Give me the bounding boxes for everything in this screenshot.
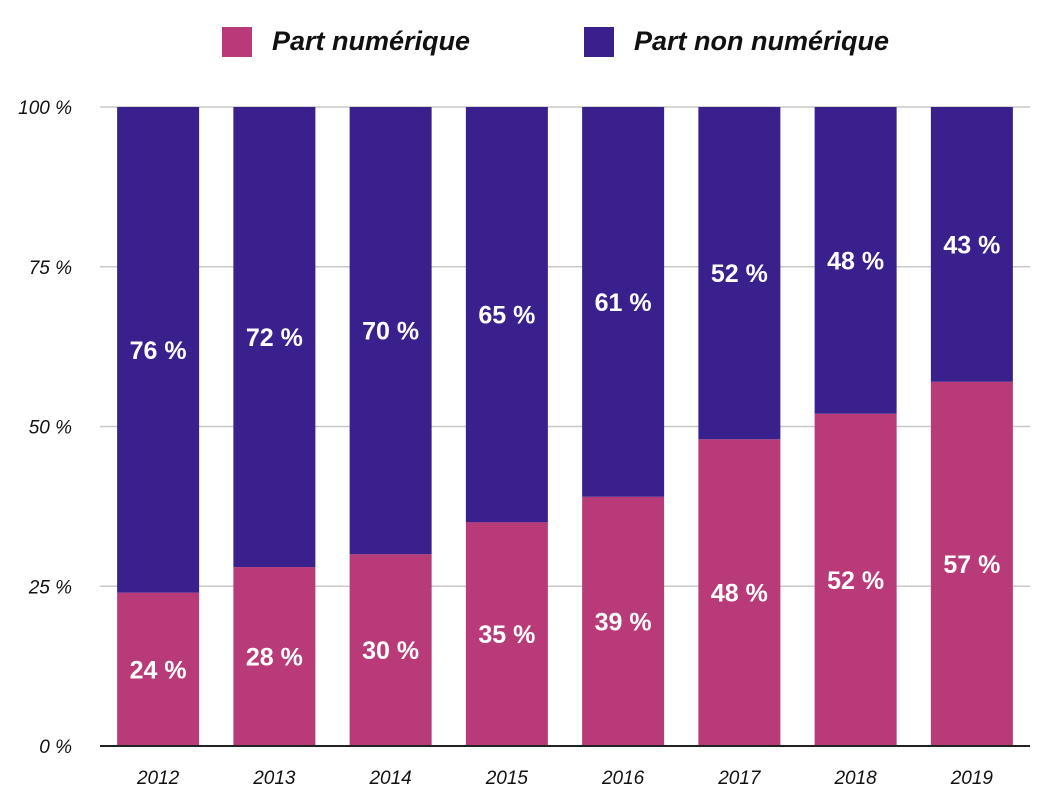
y-tick-label: 100 % xyxy=(18,98,72,119)
y-tick-label: 0 % xyxy=(39,737,72,758)
bar-numerique-2019 xyxy=(930,381,1013,746)
bar-non-numerique-2014 xyxy=(349,107,432,555)
bar-label-numerique-2019: 57 % xyxy=(943,551,1000,579)
y-tick-label: 50 % xyxy=(29,418,72,439)
y-tick-label: 75 % xyxy=(29,258,72,279)
bar-numerique-2016 xyxy=(582,496,665,746)
bar-label-numerique-2014: 30 % xyxy=(362,637,419,665)
bar-label-numerique-2016: 39 % xyxy=(595,608,652,636)
legend-label-non-numerique: Part non numérique xyxy=(634,26,890,56)
legend-label-numerique: Part numérique xyxy=(272,26,471,56)
x-tick-label: 2014 xyxy=(368,768,411,789)
bar-non-numerique-2015 xyxy=(465,107,548,523)
legend-item-non-numerique: Part non numérique xyxy=(584,26,889,57)
x-tick-label: 2013 xyxy=(252,768,296,789)
bar-numerique-2015 xyxy=(465,522,548,746)
bar-non-numerique-2019 xyxy=(930,107,1013,382)
bar-label-non-numerique-2013: 72 % xyxy=(246,324,303,352)
bar-label-non-numerique-2018: 48 % xyxy=(827,247,884,275)
bar-label-numerique-2018: 52 % xyxy=(827,567,884,595)
bar-non-numerique-2016 xyxy=(582,107,665,497)
bar-label-non-numerique-2016: 61 % xyxy=(595,289,652,317)
bar-label-non-numerique-2015: 65 % xyxy=(478,302,535,330)
bar-non-numerique-2018 xyxy=(814,107,897,414)
bar-label-non-numerique-2014: 70 % xyxy=(362,318,419,346)
bar-label-non-numerique-2012: 76 % xyxy=(130,337,187,365)
bar-non-numerique-2012 xyxy=(117,107,200,593)
bar-label-numerique-2017: 48 % xyxy=(711,580,768,608)
bar-label-non-numerique-2017: 52 % xyxy=(711,260,768,288)
bar-numerique-2014 xyxy=(349,554,432,746)
x-tick-label: 2018 xyxy=(833,768,877,789)
legend-swatch-non-numerique xyxy=(584,26,614,57)
bar-non-numerique-2013 xyxy=(233,107,316,568)
legend-item-numerique: Part numérique xyxy=(222,26,470,57)
bar-label-numerique-2013: 28 % xyxy=(246,644,303,672)
bar-non-numerique-2017 xyxy=(698,107,781,440)
x-tick-label: 2012 xyxy=(136,768,180,789)
x-tick-label: 2019 xyxy=(950,768,994,789)
legend: Part numérique Part non numérique xyxy=(0,26,1052,66)
bar-label-numerique-2012: 24 % xyxy=(130,656,187,684)
x-tick-label: 2016 xyxy=(601,768,645,789)
y-tick-label: 25 % xyxy=(28,577,72,598)
bar-numerique-2013 xyxy=(233,567,316,746)
bar-label-numerique-2015: 35 % xyxy=(478,621,535,649)
x-tick-label: 2017 xyxy=(717,768,762,789)
bar-label-non-numerique-2019: 43 % xyxy=(943,231,1000,259)
bar-numerique-2012 xyxy=(117,592,200,746)
legend-swatch-numerique xyxy=(222,26,252,57)
bar-numerique-2018 xyxy=(814,413,897,746)
bar-numerique-2017 xyxy=(698,439,781,746)
x-tick-label: 2015 xyxy=(485,768,529,789)
